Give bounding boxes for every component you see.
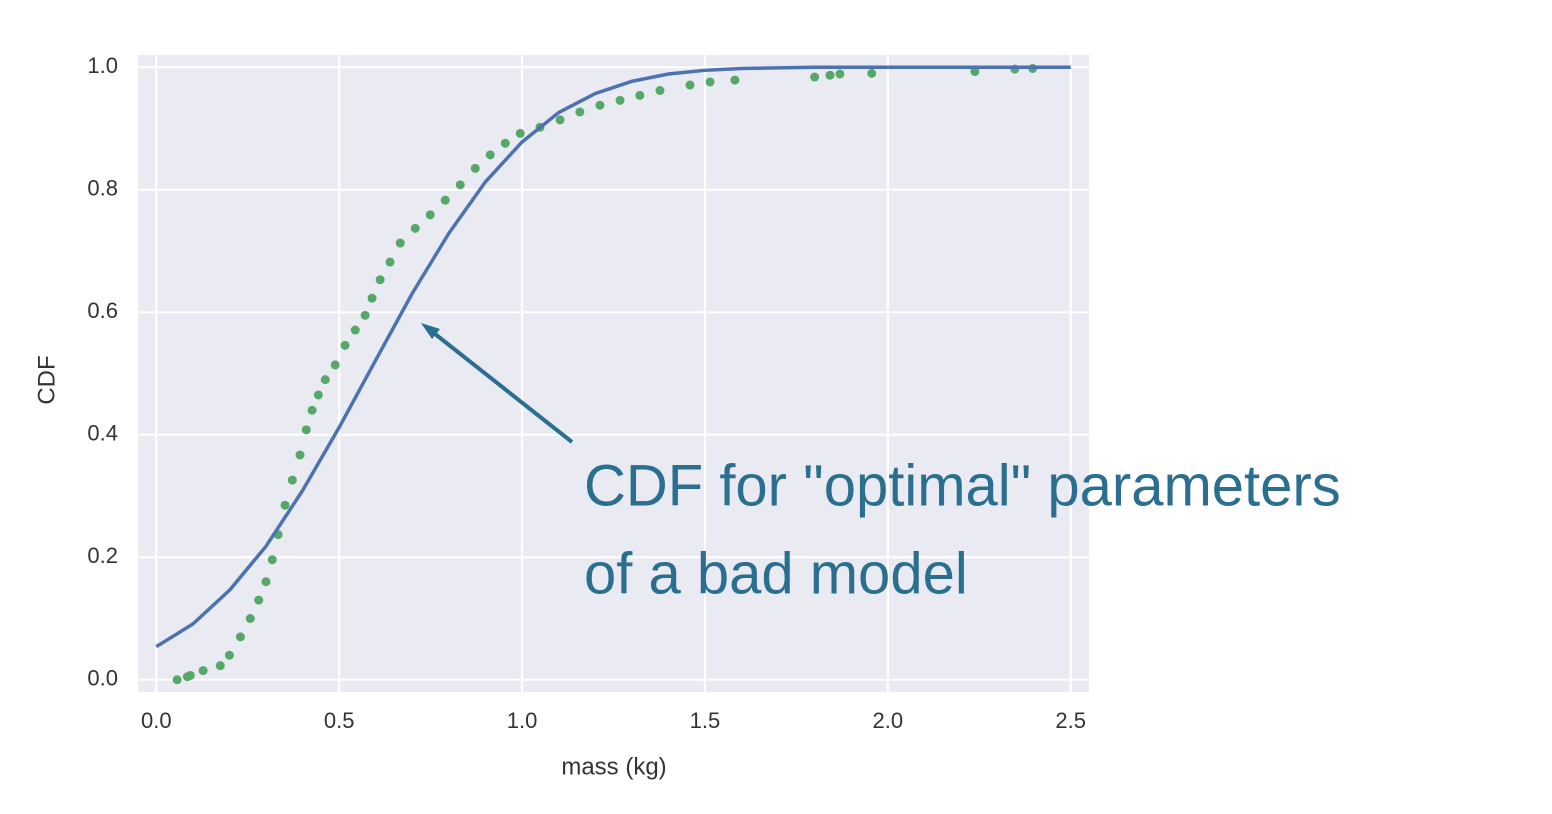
- y-tick-label: 1.0: [87, 53, 118, 78]
- scatter-point: [595, 100, 605, 110]
- x-tick-label: 0.0: [141, 708, 172, 733]
- scatter-point: [455, 180, 465, 190]
- scatter-point: [261, 577, 271, 587]
- scatter-point: [410, 223, 420, 233]
- scatter-point: [295, 450, 305, 460]
- scatter-point: [330, 360, 340, 370]
- scatter-point: [615, 95, 625, 105]
- scatter-point: [340, 340, 350, 350]
- scatter-point: [280, 500, 290, 510]
- scatter-point: [367, 293, 377, 303]
- y-tick-label: 0.6: [87, 298, 118, 323]
- x-tick-label: 1.0: [507, 708, 538, 733]
- y-tick-label: 0.8: [87, 176, 118, 201]
- scatter-point: [235, 632, 245, 642]
- scatter-point: [198, 666, 208, 676]
- annotation-text: CDF for "optimal" parameters: [584, 453, 1341, 518]
- x-tick-label: 0.5: [324, 708, 355, 733]
- scatter-point: [395, 238, 405, 248]
- cdf-line: [155, 65, 1071, 649]
- annotation-arrow: [428, 328, 574, 444]
- scatter-point: [301, 425, 311, 435]
- scatter-point: [555, 115, 565, 125]
- y-tick-label: 0.4: [87, 421, 118, 446]
- scatter-point: [970, 67, 980, 77]
- y-tick-label: 0.0: [87, 666, 118, 691]
- scatter-point: [224, 650, 234, 660]
- scatter-point: [245, 614, 255, 623]
- scatter-point: [320, 375, 330, 385]
- annotation-text: of a bad model: [584, 541, 968, 606]
- scatter-point: [500, 138, 510, 148]
- y-tick-label: 0.2: [87, 543, 118, 568]
- scatter-point: [835, 69, 845, 79]
- x-tick-label: 2.5: [1055, 708, 1086, 733]
- scatter-point: [375, 275, 385, 285]
- scatter-point: [385, 257, 395, 267]
- scatter-point: [470, 163, 480, 173]
- scatter-point: [575, 107, 585, 117]
- scatter-point: [635, 90, 645, 100]
- scatter-point: [350, 325, 360, 335]
- y-axis-label: CDF: [33, 355, 60, 404]
- scatter-point: [215, 661, 225, 671]
- scatter-point: [810, 72, 820, 82]
- scatter-point: [655, 86, 665, 96]
- scatter-point: [172, 675, 182, 685]
- scatter-point: [485, 150, 495, 160]
- x-axis-label: mass (kg): [561, 753, 666, 780]
- scatter-point: [360, 310, 370, 320]
- scatter-point: [307, 405, 317, 415]
- scatter-point: [705, 77, 715, 87]
- annotation-arrowhead: [421, 323, 440, 339]
- scatter-point: [440, 195, 450, 205]
- scatter-point: [185, 670, 195, 680]
- scatter-point: [825, 70, 835, 80]
- scatter-point: [425, 210, 435, 220]
- scatter-point: [730, 75, 740, 85]
- scatter-point: [313, 390, 323, 400]
- scatter-point: [515, 128, 525, 138]
- x-tick-label: 1.5: [690, 708, 721, 733]
- scatter-point: [685, 80, 695, 90]
- grid: [138, 55, 1089, 692]
- scatter-point: [867, 68, 877, 78]
- plot-area: [138, 55, 1089, 692]
- marks: [155, 63, 1071, 685]
- scatter-point: [267, 555, 277, 565]
- scatter-point: [287, 475, 297, 485]
- x-tick-label: 2.0: [873, 708, 904, 733]
- scatter-point: [254, 595, 264, 605]
